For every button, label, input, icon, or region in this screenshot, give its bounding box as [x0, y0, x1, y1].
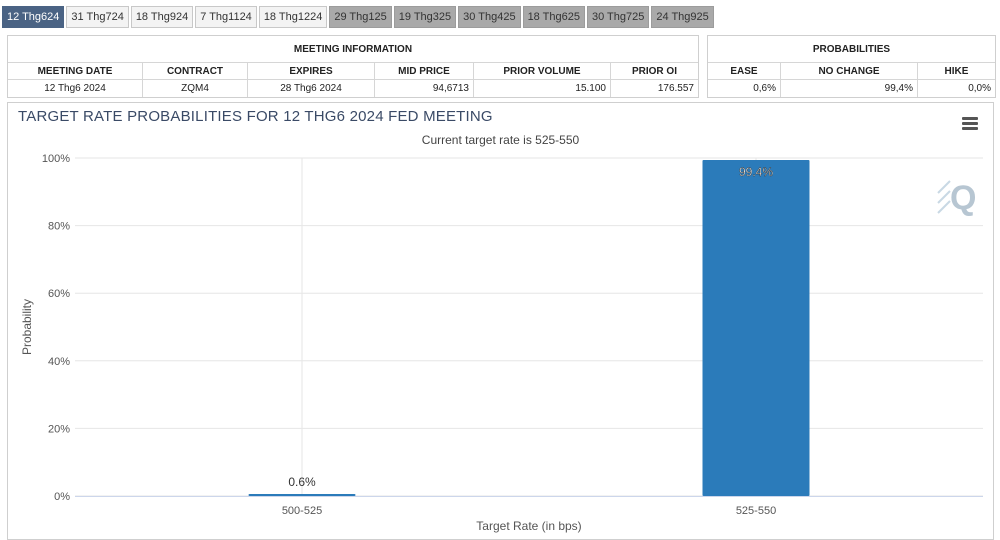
probabilities-table: PROBABILITIES EASE NO CHANGE HIKE 0,6% 9… — [708, 36, 995, 97]
meeting-information-table: MEETING INFORMATION MEETING DATE CONTRAC… — [8, 36, 698, 97]
col-no-change: NO CHANGE — [780, 62, 918, 80]
col-prior-oi: PRIOR OI — [610, 62, 698, 80]
tab-7-thg1124[interactable]: 7 Thg1124 — [195, 6, 257, 28]
y-tick-label: 40% — [48, 356, 70, 368]
prior-volume-value: 15.100 — [473, 79, 611, 97]
chart-canvas: 0% 20% 40% 60% 80% 100% 0.6% 500-525 99.4% 525-55… — [20, 153, 983, 533]
no-change-value: 99,4% — [780, 79, 918, 97]
tab-31-thg724[interactable]: 31 Thg724 — [66, 6, 129, 28]
ease-value: 0,6% — [708, 79, 781, 97]
col-contract: CONTRACT — [142, 62, 248, 80]
contract-value: ZQM4 — [142, 79, 248, 97]
probabilities-heading: PROBABILITIES — [708, 36, 995, 63]
x-tick-label: 525-550 — [736, 505, 776, 517]
tab-30-thg725[interactable]: 30 Thg725 — [586, 6, 650, 28]
x-axis-title: Target Rate (in bps) — [476, 519, 581, 533]
y-tick-label: 80% — [48, 221, 70, 233]
col-mid-price: MID PRICE — [374, 62, 474, 80]
tab-18-thg924[interactable]: 18 Thg924 — [130, 6, 194, 28]
mid-price-value: 94,6713 — [374, 79, 474, 97]
data-label: 99.4% — [739, 165, 773, 179]
q-logo-icon: Q — [937, 179, 976, 217]
tab-19-thg325[interactable]: 19 Thg325 — [393, 6, 457, 28]
meeting-date-value: 12 Thg6 2024 — [8, 79, 143, 97]
chart-subtitle: Current target rate is 525-550 — [421, 133, 580, 147]
svg-text:Q: Q — [950, 179, 976, 217]
probability-chart: 0% 20% 40% 60% 80% 100% 0.6% 500-525 99.4% 525-55… — [7, 102, 994, 540]
hike-value: 0,0% — [968, 83, 991, 94]
meeting-information-panel: MEETING INFORMATION MEETING DATE CONTRAC… — [7, 35, 699, 98]
data-label: 0.6% — [288, 475, 316, 489]
tab-18-thg625[interactable]: 18 Thg625 — [522, 6, 585, 28]
col-hike: HIKE — [917, 62, 995, 80]
table-row: 0,6% 99,4% 0,0% — [708, 79, 995, 97]
tab-30-thg425[interactable]: 30 Thg425 — [458, 6, 521, 28]
tab-24-thg925[interactable]: 24 Thg925 — [651, 6, 714, 28]
tab-18-thg1224[interactable]: 18 Thg1224 — [258, 6, 328, 28]
y-axis-title: Probability — [20, 299, 34, 355]
probabilities-panel: PROBABILITIES EASE NO CHANGE HIKE 0,6% 9… — [707, 35, 996, 98]
expires-value: 28 Thg6 2024 — [247, 79, 375, 97]
col-expires: EXPIRES — [247, 62, 375, 80]
y-tick-label: 20% — [48, 423, 70, 435]
meeting-date-tabs: 12 Thg624 31 Thg724 18 Thg924 7 Thg1124 18 T… — [2, 6, 716, 28]
col-meeting-date: MEETING DATE — [8, 62, 143, 80]
col-ease: EASE — [708, 62, 781, 80]
chart-title: TARGET RATE PROBABILITIES FOR 12 THG6 20… — [18, 108, 493, 125]
hamburger-menu-icon[interactable] — [962, 117, 978, 131]
meeting-information-heading: MEETING INFORMATION — [8, 36, 698, 63]
y-tick-label: 0% — [54, 491, 70, 503]
bar-500-525 — [248, 493, 356, 496]
y-tick-label: 60% — [48, 288, 70, 300]
col-prior-volume: PRIOR VOLUME — [473, 62, 611, 80]
tab-12-thg624[interactable]: 12 Thg624 — [2, 6, 65, 28]
table-row: 12 Thg6 2024 ZQM4 28 Thg6 2024 94,6713 1… — [8, 79, 698, 97]
bar-525-550 — [702, 160, 810, 496]
tab-29-thg125[interactable]: 29 Thg125 — [329, 6, 392, 28]
x-tick-label: 500-525 — [282, 505, 322, 517]
y-tick-label: 100% — [42, 153, 70, 165]
prior-oi-value: 176.557 — [657, 83, 694, 94]
